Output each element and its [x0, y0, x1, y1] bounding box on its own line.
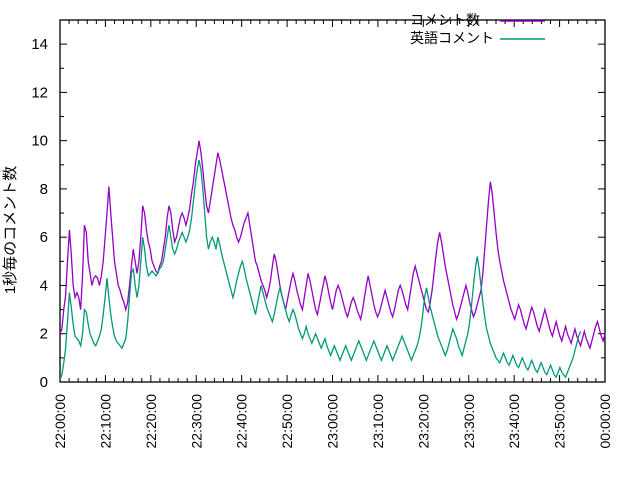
x-axis-ticks [60, 20, 605, 382]
y-tick-label: 4 [40, 277, 48, 294]
x-tick-label: 23:50:00 [552, 394, 568, 449]
y-tick-label: 14 [31, 36, 48, 53]
legend-label-english-comment: 英語コメント [410, 30, 494, 46]
line-chart-svg: 0 2 4 6 8 10 12 14 22:00:00 22:10:00 22:20:00 22:3… [0, 0, 640, 480]
chart-legend: コメント数 英語コメント [410, 12, 545, 46]
legend-label-comment-count: コメント数 [410, 12, 480, 28]
chart-container: 0 2 4 6 8 10 12 14 22:00:00 22:10:00 22:20:00 22:3… [0, 0, 640, 480]
x-tick-label: 22:10:00 [97, 394, 113, 449]
x-tick-label: 22:40:00 [234, 394, 250, 449]
y-tick-label: 8 [40, 181, 48, 198]
x-axis-labels: 22:00:00 22:10:00 22:20:00 22:30:00 22:40:00… [52, 394, 613, 449]
y-tick-label: 12 [31, 84, 48, 101]
y-tick-label: 2 [40, 326, 48, 343]
y-tick-label: 10 [31, 133, 48, 150]
y-tick-label: 0 [40, 374, 48, 391]
y-axis-title: 1秒毎のコメント数 [2, 166, 19, 294]
x-tick-label: 23:10:00 [370, 394, 386, 449]
x-tick-label: 23:30:00 [461, 394, 477, 449]
x-tick-label: 00:00:00 [597, 394, 613, 449]
plot-frame [60, 20, 605, 382]
x-tick-label: 22:00:00 [52, 394, 68, 449]
x-tick-label: 23:00:00 [325, 394, 341, 449]
y-tick-label: 6 [40, 229, 48, 246]
x-tick-label: 22:30:00 [188, 394, 204, 449]
x-tick-label: 22:50:00 [279, 394, 295, 449]
x-tick-label: 22:20:00 [143, 394, 159, 449]
x-tick-label: 23:40:00 [506, 394, 522, 449]
y-axis-ticks [60, 20, 605, 382]
y-axis-labels: 0 2 4 6 8 10 12 14 [31, 36, 48, 391]
x-tick-label: 23:20:00 [415, 394, 431, 449]
